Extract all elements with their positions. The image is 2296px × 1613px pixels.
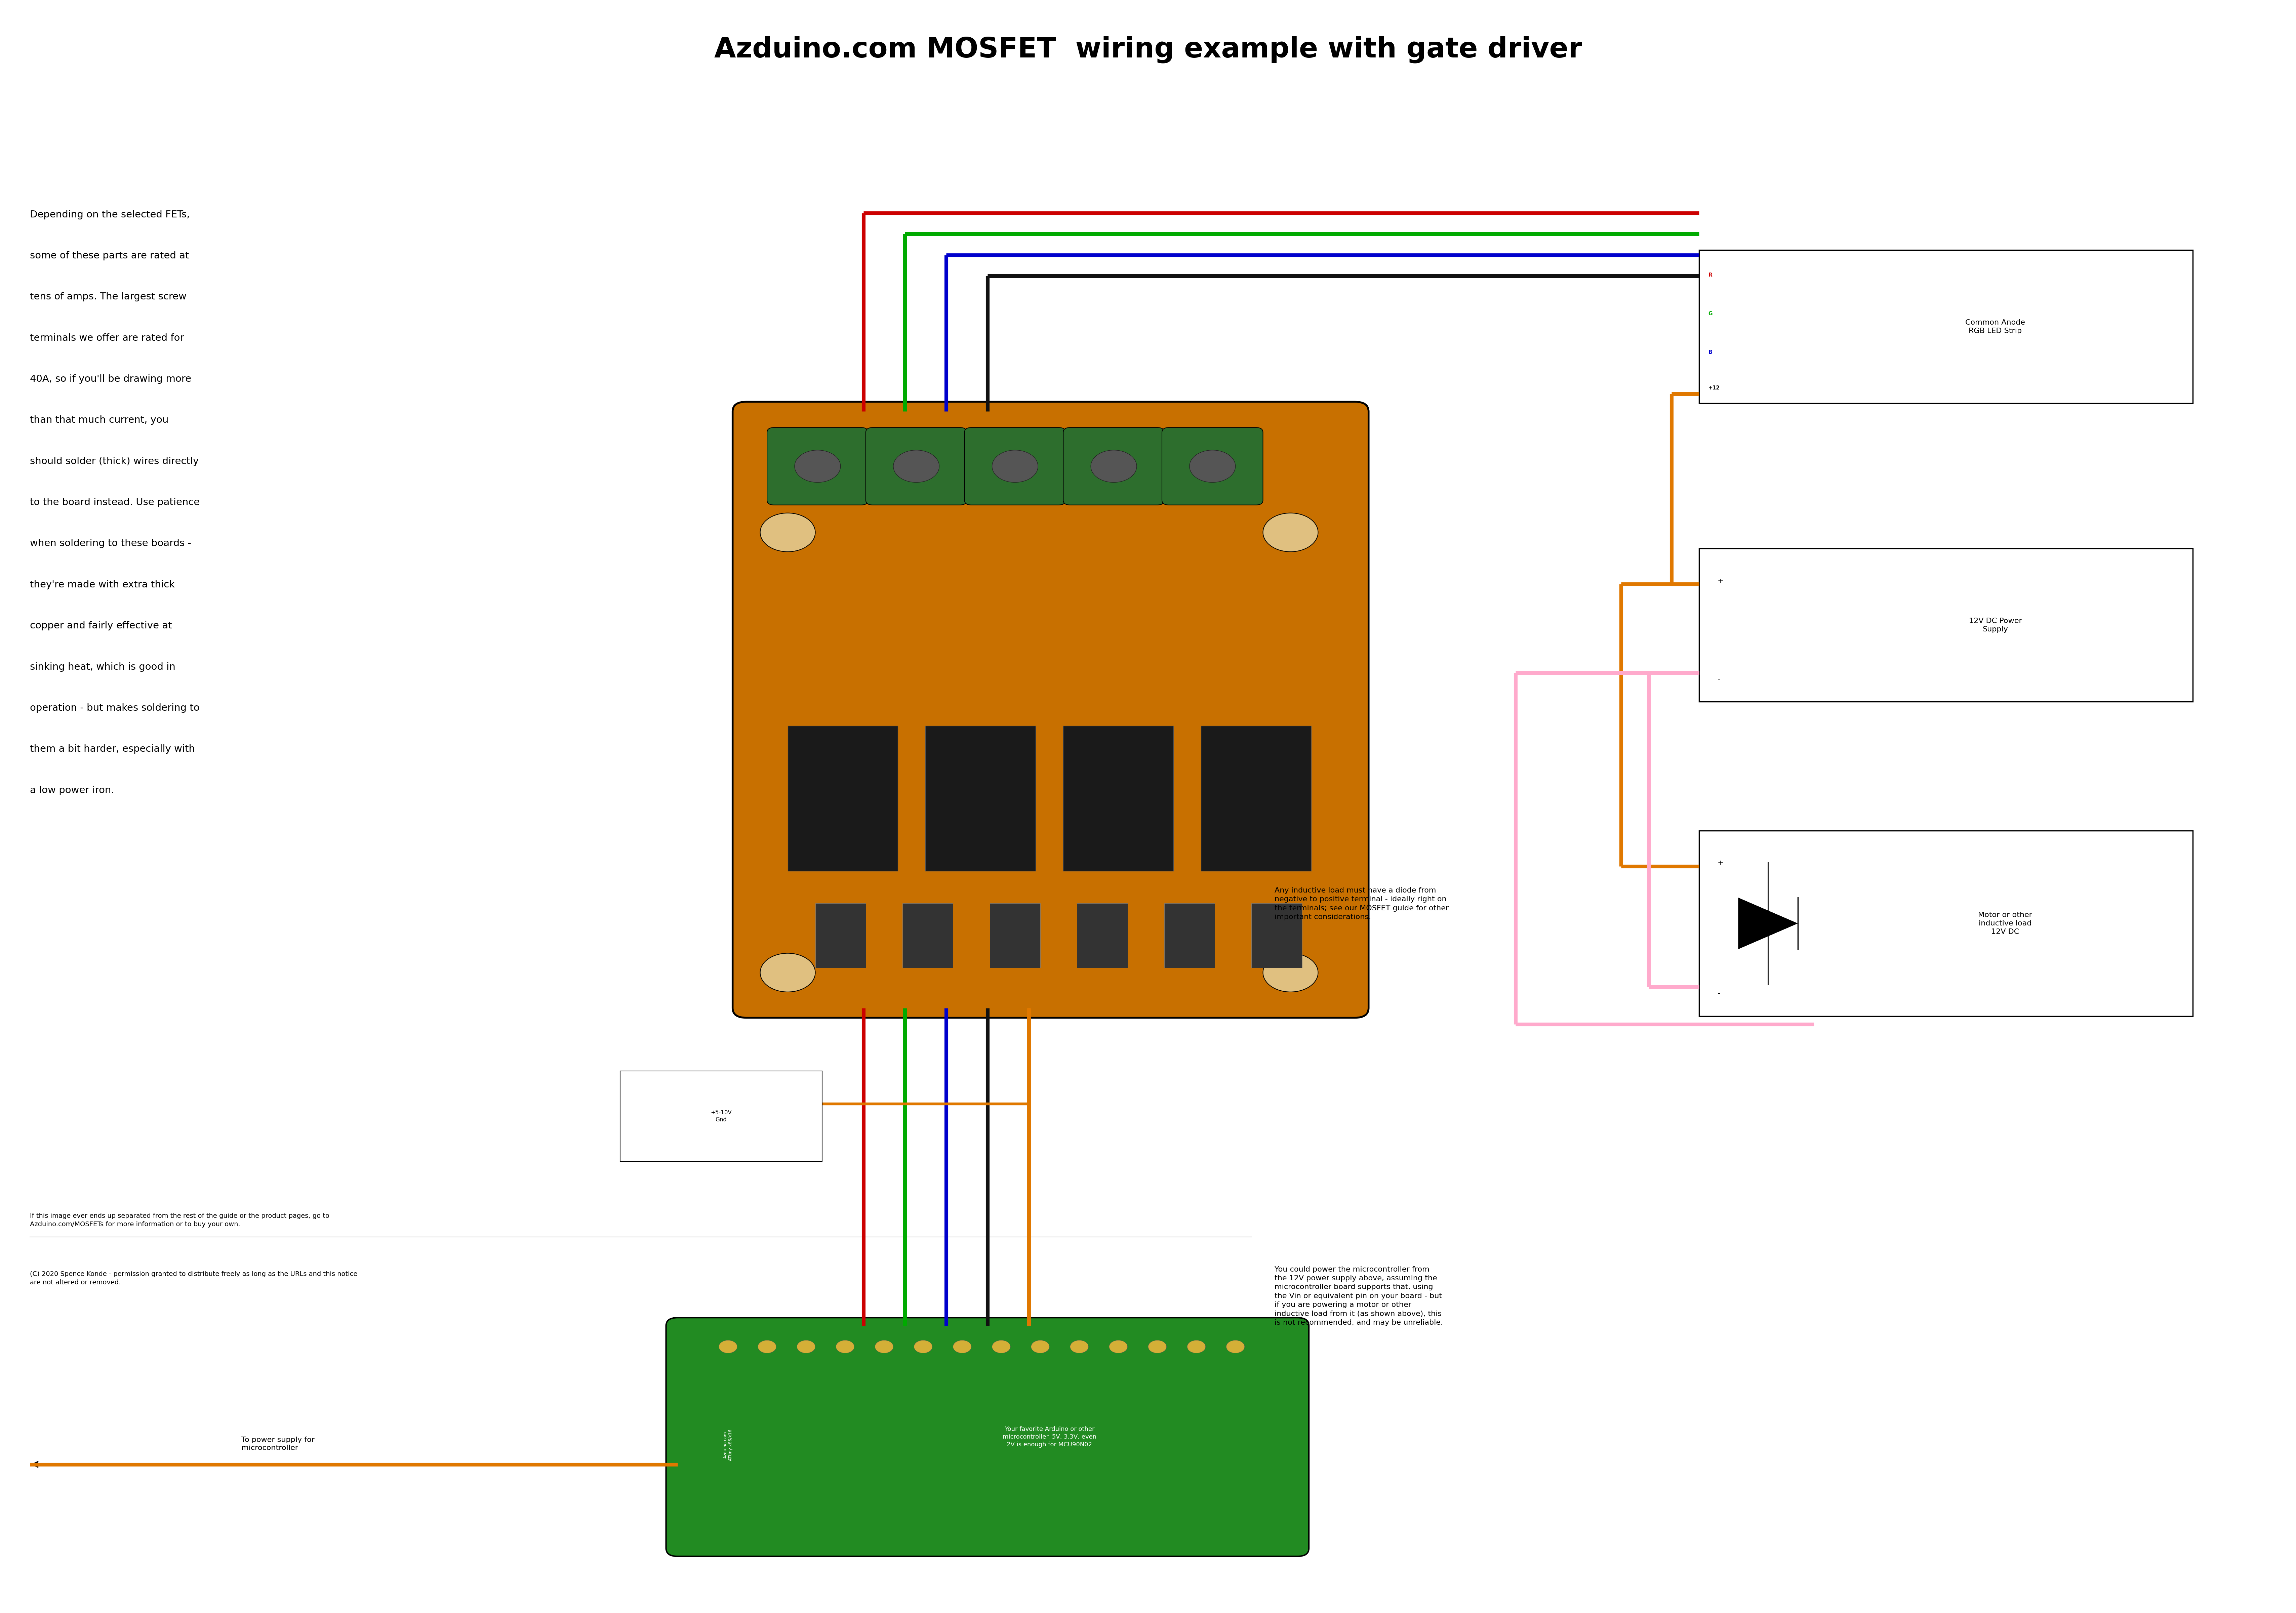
Text: should solder (thick) wires directly: should solder (thick) wires directly (30, 456, 200, 466)
Text: -: - (1717, 990, 1720, 997)
Bar (1699, 831, 2193, 1016)
Circle shape (760, 513, 815, 552)
Circle shape (1091, 450, 1137, 482)
Text: +5-10V
Gnd: +5-10V Gnd (709, 1110, 732, 1123)
Bar (1699, 250, 2193, 403)
Text: a low power iron.: a low power iron. (30, 786, 115, 795)
Circle shape (953, 1340, 971, 1353)
Text: some of these parts are rated at: some of these parts are rated at (30, 252, 188, 260)
Circle shape (836, 1340, 854, 1353)
FancyBboxPatch shape (964, 427, 1065, 505)
Bar (1201, 726, 1311, 871)
Text: operation - but makes soldering to: operation - but makes soldering to (30, 703, 200, 713)
Circle shape (794, 450, 840, 482)
Text: Motor or other
inductive load
12V DC: Motor or other inductive load 12V DC (1977, 911, 2032, 936)
Bar (1699, 548, 2193, 702)
FancyBboxPatch shape (1063, 427, 1164, 505)
Circle shape (1070, 1340, 1088, 1353)
Bar (902, 903, 953, 968)
Bar (1077, 903, 1127, 968)
Text: -: - (1717, 676, 1720, 682)
Text: You could power the microcontroller from
the 12V power supply above, assuming th: You could power the microcontroller from… (1274, 1266, 1442, 1326)
Text: to the board instead. Use patience: to the board instead. Use patience (30, 498, 200, 506)
Circle shape (875, 1340, 893, 1353)
Circle shape (1226, 1340, 1244, 1353)
Text: R: R (1708, 273, 1713, 277)
Text: Common Anode
RGB LED Strip: Common Anode RGB LED Strip (1965, 319, 2025, 334)
Circle shape (1189, 450, 1235, 482)
Text: when soldering to these boards -: when soldering to these boards - (30, 539, 191, 548)
Text: than that much current, you: than that much current, you (30, 416, 168, 424)
Circle shape (914, 1340, 932, 1353)
Circle shape (1263, 513, 1318, 552)
Text: them a bit harder, especially with: them a bit harder, especially with (30, 745, 195, 753)
Text: B: B (1708, 350, 1713, 355)
Bar (815, 903, 866, 968)
Text: terminals we offer are rated for: terminals we offer are rated for (30, 334, 184, 342)
Text: they're made with extra thick: they're made with extra thick (30, 581, 174, 589)
Text: 12V DC Power
Supply: 12V DC Power Supply (1968, 618, 2020, 632)
Circle shape (992, 1340, 1010, 1353)
FancyBboxPatch shape (1162, 427, 1263, 505)
Text: sinking heat, which is good in: sinking heat, which is good in (30, 663, 174, 671)
Circle shape (1263, 953, 1318, 992)
Circle shape (719, 1340, 737, 1353)
Text: To power supply for
microcontroller: To power supply for microcontroller (241, 1437, 315, 1452)
Bar (1164, 903, 1215, 968)
Circle shape (992, 450, 1038, 482)
FancyBboxPatch shape (620, 1071, 822, 1161)
Bar (788, 726, 898, 871)
Text: Azduino.com
ATtiny x86/x16: Azduino.com ATtiny x86/x16 (723, 1429, 732, 1461)
Bar (1251, 903, 1302, 968)
Polygon shape (1738, 897, 1798, 948)
Bar (990, 903, 1040, 968)
Circle shape (1187, 1340, 1205, 1353)
Circle shape (1031, 1340, 1049, 1353)
Circle shape (758, 1340, 776, 1353)
Circle shape (760, 953, 815, 992)
Text: copper and fairly effective at: copper and fairly effective at (30, 621, 172, 631)
Circle shape (1109, 1340, 1127, 1353)
Bar (925, 726, 1035, 871)
FancyBboxPatch shape (732, 402, 1368, 1018)
Text: (C) 2020 Spence Konde - permission granted to distribute freely as long as the U: (C) 2020 Spence Konde - permission grant… (30, 1271, 358, 1286)
Circle shape (1148, 1340, 1166, 1353)
Text: tens of amps. The largest screw: tens of amps. The largest screw (30, 292, 186, 302)
Text: Your favorite Arduino or other
microcontroller. 5V, 3.3V, even
2V is enough for : Your favorite Arduino or other microcont… (1003, 1426, 1095, 1448)
Text: Any inductive load must have a diode from
negative to positive terminal - ideall: Any inductive load must have a diode fro… (1274, 887, 1449, 921)
Text: Depending on the selected FETs,: Depending on the selected FETs, (30, 210, 191, 219)
Bar (1063, 726, 1173, 871)
Text: +: + (1717, 860, 1724, 866)
Text: If this image ever ends up separated from the rest of the guide or the product p: If this image ever ends up separated fro… (30, 1213, 331, 1227)
FancyBboxPatch shape (666, 1318, 1309, 1557)
Text: Azduino.com MOSFET  wiring example with gate driver: Azduino.com MOSFET wiring example with g… (714, 35, 1582, 63)
FancyBboxPatch shape (767, 427, 868, 505)
Circle shape (797, 1340, 815, 1353)
Text: G: G (1708, 311, 1713, 316)
Text: +: + (1717, 577, 1724, 584)
Text: +12: +12 (1708, 386, 1720, 390)
FancyBboxPatch shape (866, 427, 967, 505)
Circle shape (893, 450, 939, 482)
Text: 40A, so if you'll be drawing more: 40A, so if you'll be drawing more (30, 374, 191, 384)
